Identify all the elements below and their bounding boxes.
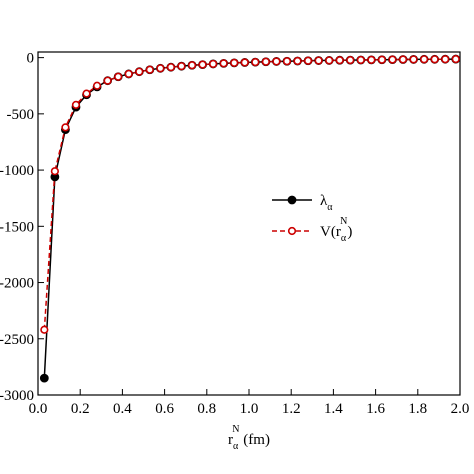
series-line [43,58,456,379]
data-point [166,63,176,72]
data-point [50,167,59,176]
data-point [209,59,218,69]
x-tick-label: 1.4 [324,401,343,417]
data-point [177,62,186,71]
data-point [240,58,249,67]
data-point [135,67,144,76]
data-point [430,55,439,64]
legend-label: λα [320,193,333,213]
x-axis-label: rαN (fm) [228,424,270,452]
legend-marker [287,226,297,236]
x-tick-label: 0.8 [197,401,216,417]
y-tick-label: -1500 [0,219,34,235]
data-point [261,57,270,66]
data-point [103,76,112,85]
data-point [335,56,344,65]
data-point [441,55,450,64]
data-point [219,59,228,68]
data-point [251,58,260,67]
data-point [61,123,70,132]
data-point [377,55,387,64]
data-point [82,89,91,98]
data-point [325,56,334,65]
data-point [40,325,49,334]
x-tick-label: 1.2 [282,401,301,417]
data-point [71,100,81,109]
x-tick-label: 0.6 [155,401,174,417]
x-tick-label: 0.4 [113,401,132,417]
x-tick-label: 0.2 [71,401,90,417]
data-point [124,69,133,79]
y-tick-label: -2000 [0,276,34,292]
data-point [346,55,355,65]
data-point [230,58,239,68]
y-tick-label: 0 [27,51,35,67]
data-point [367,55,376,64]
data-point [92,81,102,90]
data-point [451,54,460,64]
y-tick-label: -500 [7,107,35,123]
x-tick-label: 1.6 [366,401,385,417]
y-tick-label: -3000 [0,388,34,404]
x-tick-label: 2.0 [451,401,470,417]
legend-label: V(rαN) [320,216,352,244]
data-point [314,56,323,65]
data-point [272,57,281,66]
data-point [409,55,418,64]
y-tick-label: -1000 [0,163,34,179]
data-point [398,55,408,64]
x-tick-label: 0.0 [29,401,48,417]
data-point [114,72,123,81]
plot-frame [37,51,461,396]
y-tick-label: -2500 [0,332,34,348]
data-point [187,61,197,70]
data-point [293,56,302,66]
series-line [43,58,456,330]
x-tick-label: 1.8 [408,401,427,417]
data-point [420,55,429,64]
data-point [356,55,365,65]
data-point [145,65,154,74]
data-point [303,56,313,65]
x-tick-label: 1.0 [240,401,259,417]
legend-marker [287,195,297,205]
data-point [282,57,292,66]
data-point [198,60,207,69]
data-point [156,64,165,73]
data-point [39,373,49,383]
data-point [388,55,397,64]
